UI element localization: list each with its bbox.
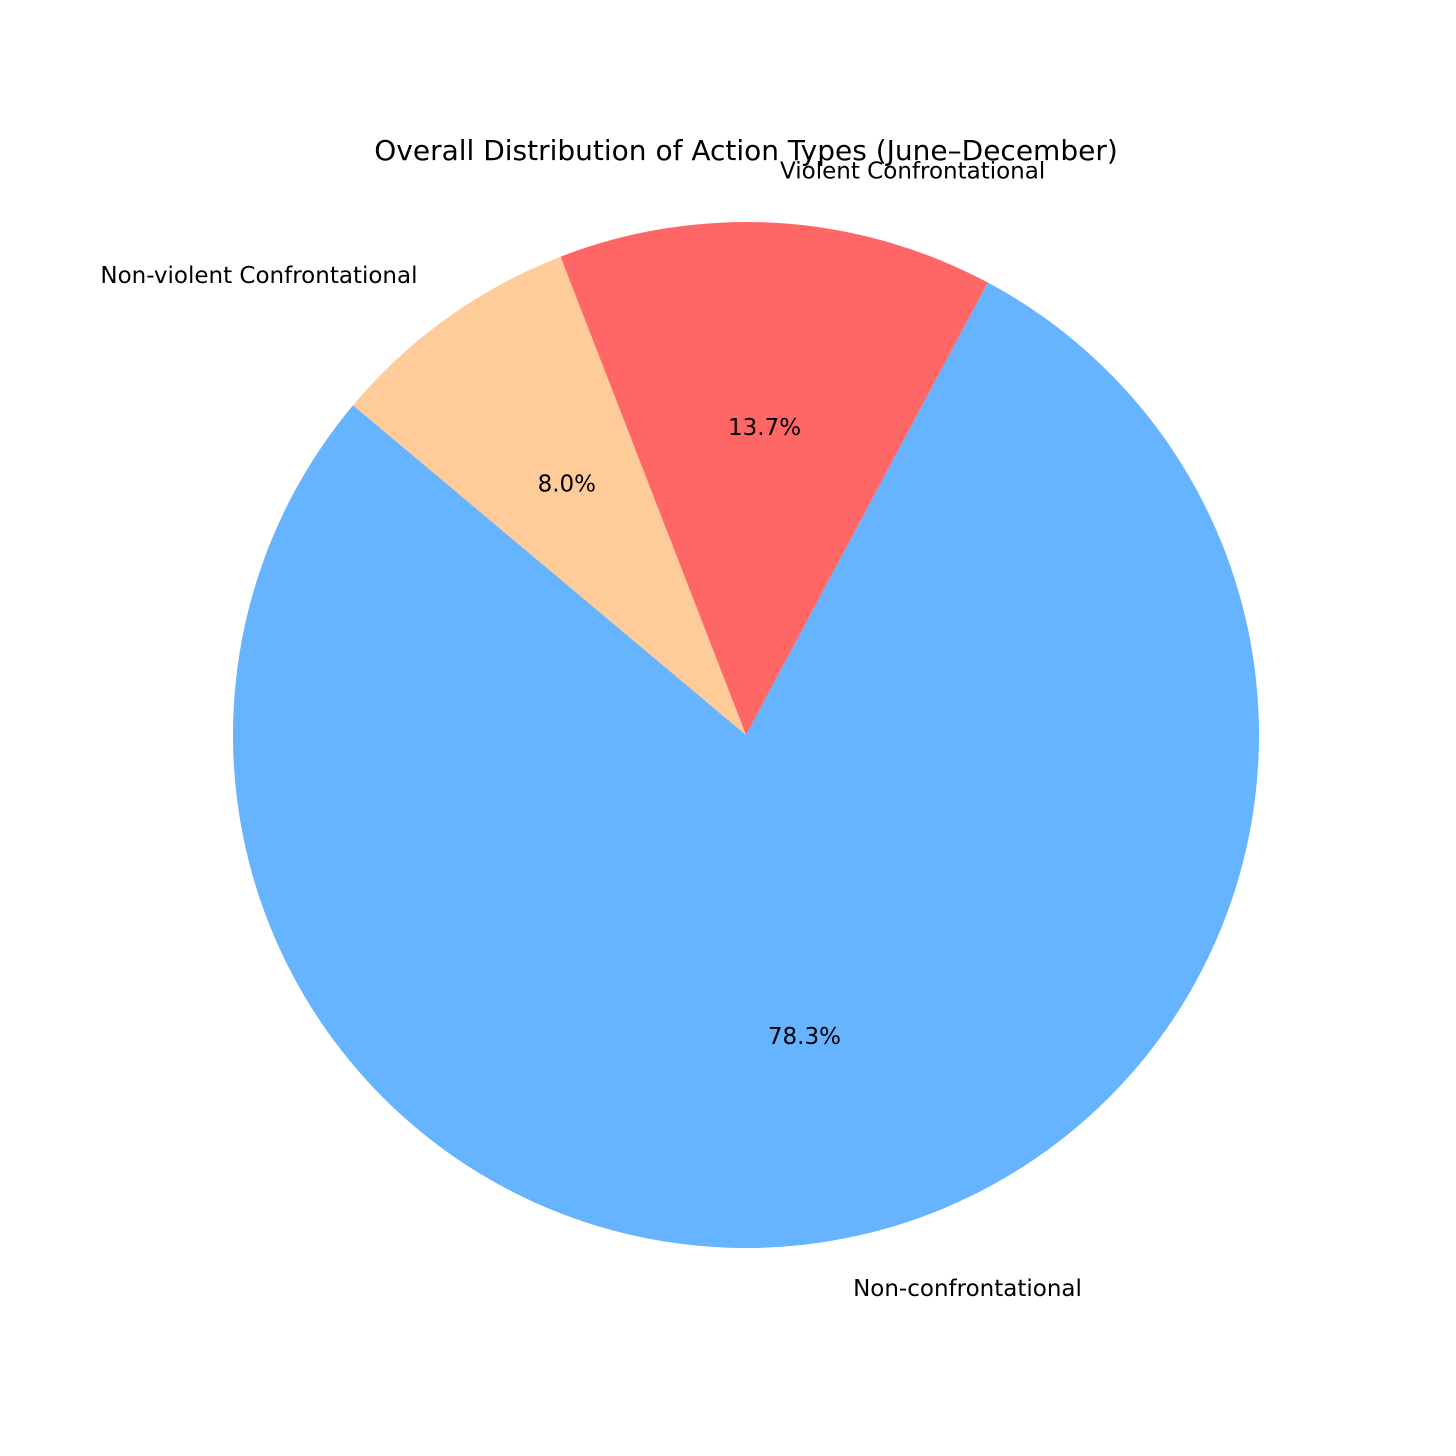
pie-slices [233, 221, 1260, 1248]
pie-slice-non-violent-confrontational [353, 256, 746, 735]
category-label-violent-confrontational: Violent Confrontational [780, 159, 1045, 185]
percent-label-non-confrontational: 78.3% [768, 1024, 841, 1050]
category-label-non-violent-confrontational: Non-violent Confrontational [100, 263, 417, 289]
category-label-non-confrontational: Non-confrontational [853, 1276, 1082, 1302]
chart-title: Overall Distribution of Action Types (Ju… [374, 134, 1118, 167]
pie-labels: 78.3% Non-confrontational 13.7% Violent Con… [100, 159, 1082, 1302]
percent-label-violent-confrontational: 13.7% [728, 415, 801, 441]
percent-label-non-violent-confrontational: 8.0% [538, 472, 596, 498]
pie-slice-violent-confrontational [560, 221, 988, 736]
pie-slice-non-confrontational [233, 282, 1260, 1248]
